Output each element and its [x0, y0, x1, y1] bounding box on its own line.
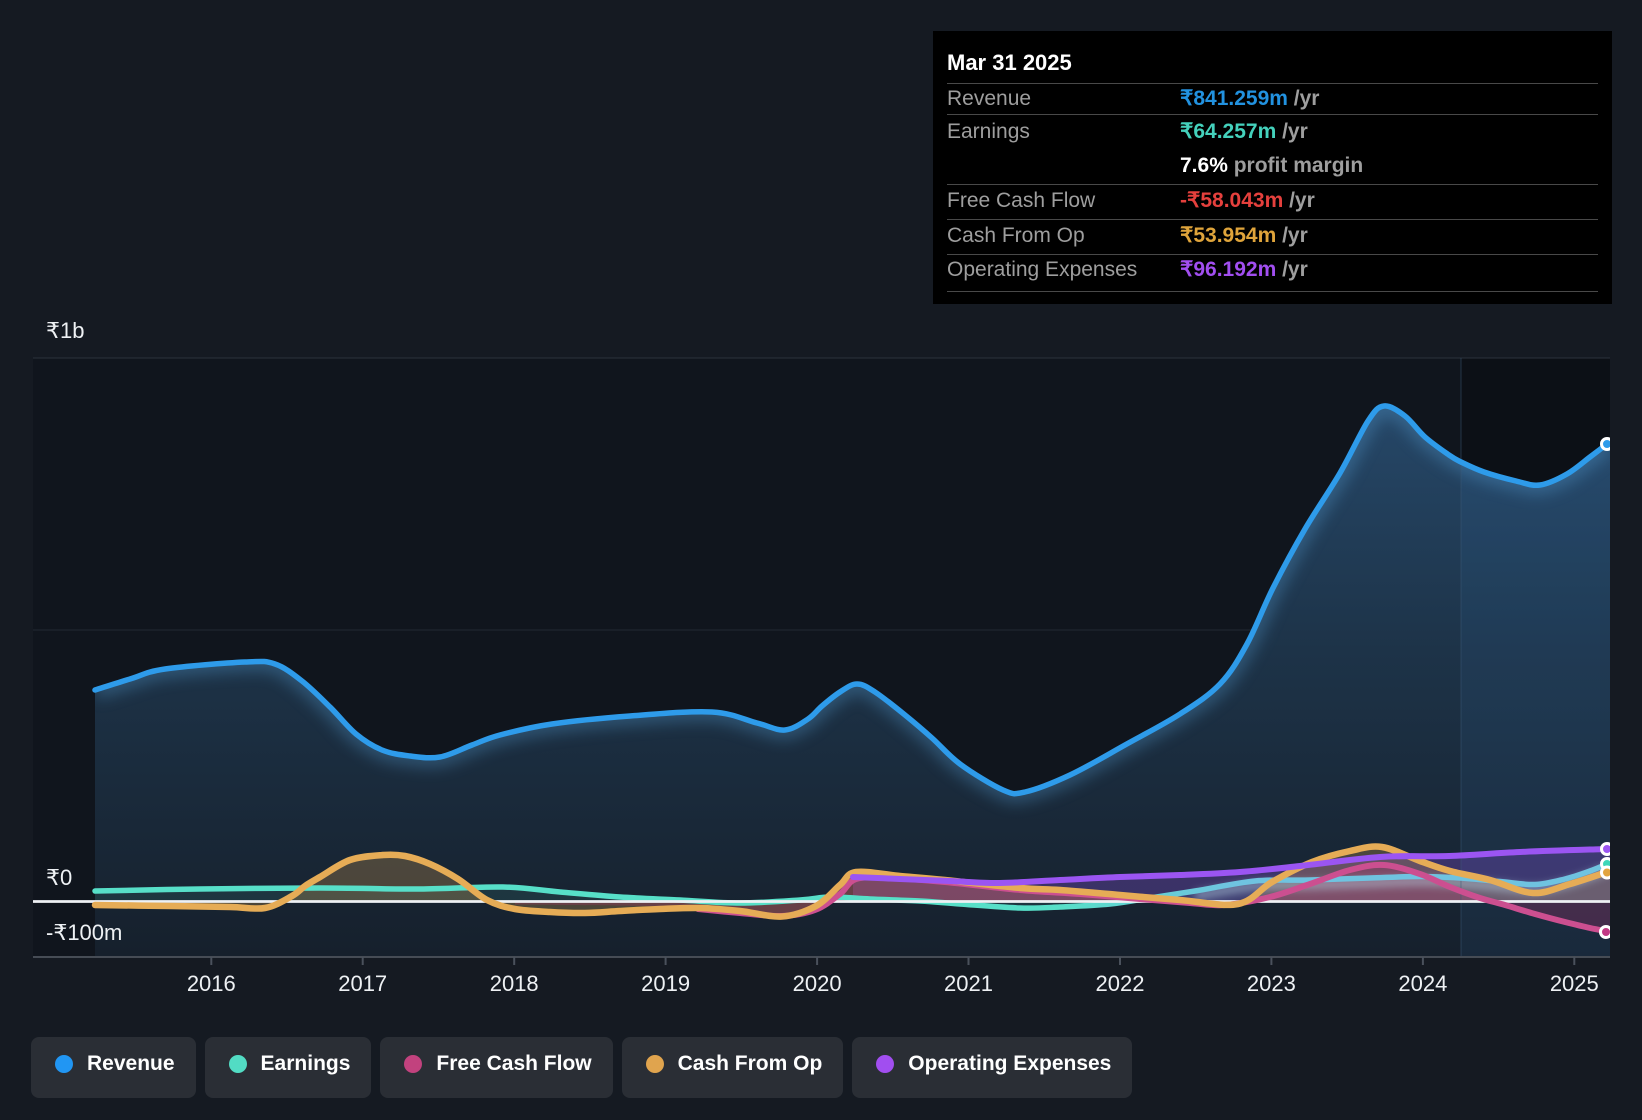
- svg-text:2021: 2021: [944, 971, 993, 996]
- svg-text:2018: 2018: [490, 971, 539, 996]
- svg-text:₹0: ₹0: [46, 865, 72, 890]
- svg-text:2017: 2017: [338, 971, 387, 996]
- svg-text:2019: 2019: [641, 971, 690, 996]
- svg-text:2024: 2024: [1398, 971, 1447, 996]
- svg-text:2020: 2020: [793, 971, 842, 996]
- svg-text:2022: 2022: [1096, 971, 1145, 996]
- svg-text:2016: 2016: [187, 971, 236, 996]
- svg-text:2023: 2023: [1247, 971, 1296, 996]
- svg-text:2025: 2025: [1550, 971, 1599, 996]
- svg-text:₹1b: ₹1b: [46, 318, 84, 343]
- svg-text:-₹100m: -₹100m: [46, 920, 122, 945]
